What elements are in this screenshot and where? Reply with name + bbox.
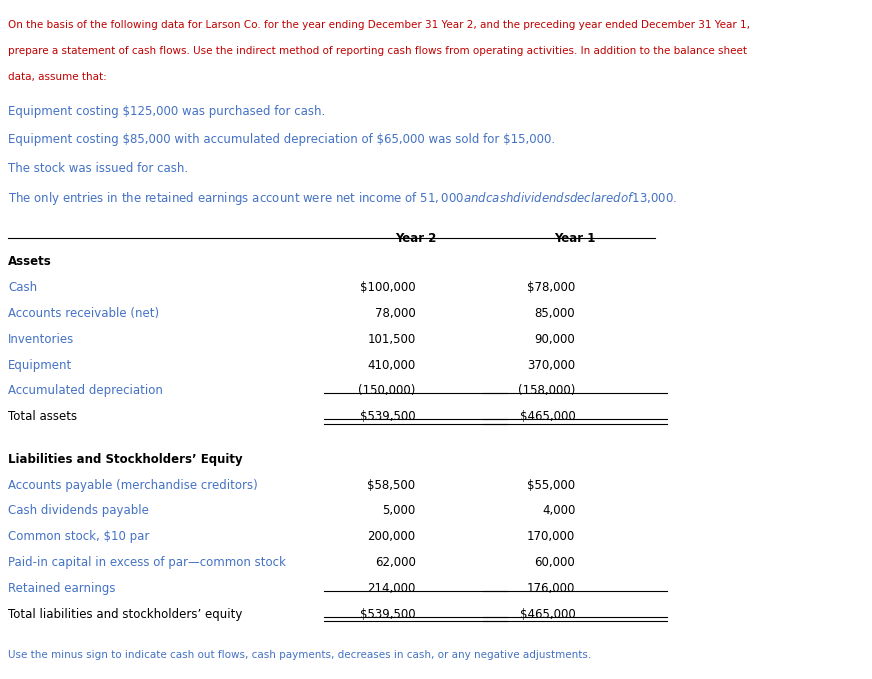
- Text: Inventories: Inventories: [8, 333, 74, 346]
- Text: (150,000): (150,000): [358, 384, 415, 397]
- Text: Liabilities and Stockholders’ Equity: Liabilities and Stockholders’ Equity: [8, 453, 242, 466]
- Text: 176,000: 176,000: [527, 582, 576, 595]
- Text: 170,000: 170,000: [527, 530, 576, 543]
- Text: Equipment: Equipment: [8, 359, 72, 371]
- Text: $58,500: $58,500: [367, 479, 415, 492]
- Text: Equipment costing $85,000 with accumulated depreciation of $65,000 was sold for : Equipment costing $85,000 with accumulat…: [8, 133, 555, 146]
- Text: Paid-in capital in excess of par—common stock: Paid-in capital in excess of par—common …: [8, 556, 286, 569]
- Text: Accounts receivable (net): Accounts receivable (net): [8, 307, 159, 320]
- Text: data, assume that:: data, assume that:: [8, 72, 106, 82]
- Text: On the basis of the following data for Larson Co. for the year ending December 3: On the basis of the following data for L…: [8, 20, 750, 31]
- Text: Retained earnings: Retained earnings: [8, 582, 115, 595]
- Text: $55,000: $55,000: [528, 479, 576, 492]
- Text: $465,000: $465,000: [520, 608, 576, 621]
- Text: $100,000: $100,000: [360, 281, 415, 294]
- Text: 78,000: 78,000: [375, 307, 415, 320]
- Text: Assets: Assets: [8, 255, 51, 268]
- Text: 370,000: 370,000: [528, 359, 576, 371]
- Text: (158,000): (158,000): [518, 384, 576, 397]
- Text: Year 1: Year 1: [555, 232, 596, 245]
- Text: 410,000: 410,000: [367, 359, 415, 371]
- Text: 214,000: 214,000: [367, 582, 415, 595]
- Text: The stock was issued for cash.: The stock was issued for cash.: [8, 162, 188, 175]
- Text: Accounts payable (merchandise creditors): Accounts payable (merchandise creditors): [8, 479, 258, 492]
- Text: $539,500: $539,500: [360, 608, 415, 621]
- Text: 200,000: 200,000: [367, 530, 415, 543]
- Text: Equipment costing $125,000 was purchased for cash.: Equipment costing $125,000 was purchased…: [8, 105, 325, 117]
- Text: 62,000: 62,000: [375, 556, 415, 569]
- Text: 5,000: 5,000: [382, 504, 415, 517]
- Text: Common stock, $10 par: Common stock, $10 par: [8, 530, 149, 543]
- Text: Cash dividends payable: Cash dividends payable: [8, 504, 149, 517]
- Text: prepare a statement of cash flows. Use the indirect method of reporting cash flo: prepare a statement of cash flows. Use t…: [8, 46, 747, 56]
- Text: Year 2: Year 2: [395, 232, 436, 245]
- Text: Total assets: Total assets: [8, 410, 77, 423]
- Text: $78,000: $78,000: [527, 281, 576, 294]
- Text: $465,000: $465,000: [520, 410, 576, 423]
- Text: 4,000: 4,000: [542, 504, 576, 517]
- Text: Accumulated depreciation: Accumulated depreciation: [8, 384, 163, 397]
- Text: 60,000: 60,000: [535, 556, 576, 569]
- Text: $539,500: $539,500: [360, 410, 415, 423]
- Text: 85,000: 85,000: [535, 307, 576, 320]
- Text: 90,000: 90,000: [535, 333, 576, 346]
- Text: The only entries in the retained earnings account were net income of $51,000 and: The only entries in the retained earning…: [8, 190, 678, 207]
- Text: 101,500: 101,500: [367, 333, 415, 346]
- Text: Cash: Cash: [8, 281, 37, 294]
- Text: Use the minus sign to indicate cash out flows, cash payments, decreases in cash,: Use the minus sign to indicate cash out …: [8, 650, 591, 661]
- Text: Total liabilities and stockholders’ equity: Total liabilities and stockholders’ equi…: [8, 608, 242, 621]
